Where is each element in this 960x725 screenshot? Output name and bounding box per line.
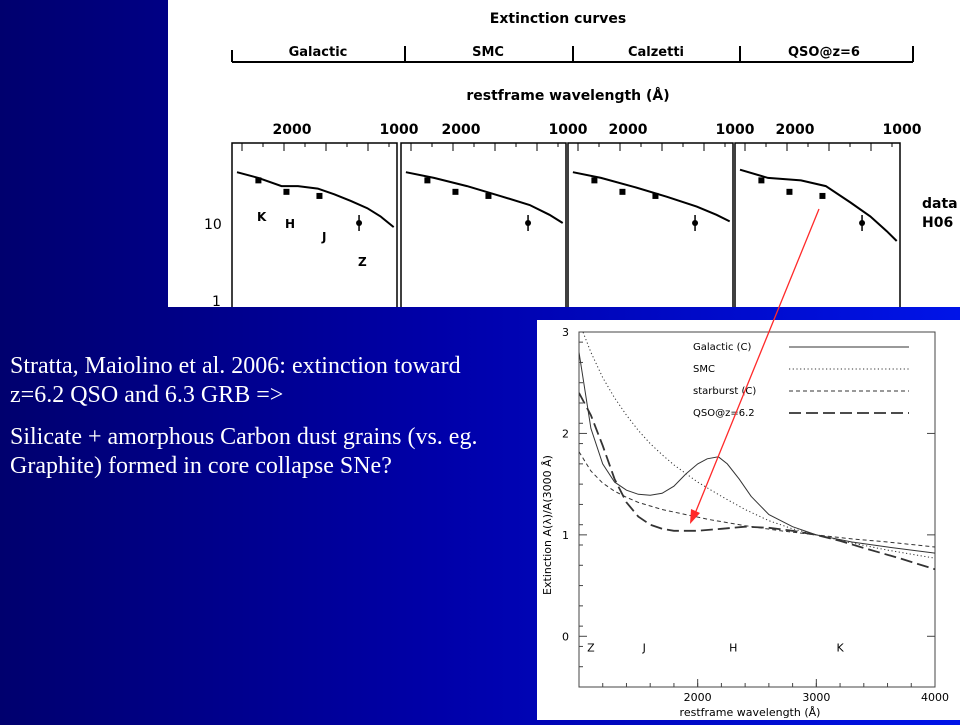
panel-label-calzetti: Calzetti <box>628 45 684 60</box>
top-data-point <box>525 220 532 226</box>
bottom-x-tick-label: 2000 <box>684 691 712 704</box>
top-panel-frame <box>231 142 398 312</box>
legend-entry-label: SMC <box>693 364 715 375</box>
top-y-tick-10: 10 <box>204 217 222 233</box>
top-model-curve <box>739 168 898 242</box>
top-data-point <box>424 177 431 184</box>
top-data-point <box>692 220 699 226</box>
top-data-point <box>283 188 290 195</box>
top-data-point <box>652 192 659 199</box>
top-panel-frame <box>400 142 567 312</box>
bottom-band-label: H <box>729 642 737 655</box>
bottom-band-label: K <box>836 642 844 655</box>
top-x-tick-label: 1000 <box>883 122 922 138</box>
top-data-point <box>819 192 826 199</box>
panel-label-qso: QSO@z=6 <box>788 45 860 60</box>
top-model-curve <box>405 171 564 224</box>
citation-paragraph: Stratta, Maiolino et al. 2006: extinctio… <box>10 353 461 408</box>
bottom-series-line <box>579 451 935 548</box>
top-x-tick-label: 2000 <box>776 122 815 138</box>
top-panel-frame <box>734 142 901 312</box>
top-panels-group: 2000 1000 2000 1000 2000 1000 2000 1000 <box>231 122 922 312</box>
top-x-tick-label: 2000 <box>442 122 481 138</box>
top-x-axis-label: restframe wavelength (Å) <box>466 87 669 104</box>
band-label-h: H <box>285 217 295 231</box>
bottom-series-line <box>579 392 935 571</box>
bottom-y-tick-label: 3 <box>562 326 569 339</box>
bottom-series-line <box>579 352 935 554</box>
top-x-tick-label: 1000 <box>380 122 419 138</box>
top-data-point <box>452 188 459 195</box>
slide-text: Stratta, Maiolino et al. 2006: extinctio… <box>10 352 515 494</box>
legend-entry-label: starburst (C) <box>693 386 756 397</box>
top-data-point <box>316 192 323 199</box>
band-label-j: J <box>321 230 326 244</box>
extinction-comparison-figure: 0 1 2 3 2000 3000 4000 Z J H K Galactic (C) SMC star… <box>537 320 960 720</box>
bottom-y-tick-label: 0 <box>562 630 569 643</box>
bottom-axes-group: 0 1 2 3 2000 3000 4000 Z J H K <box>562 326 949 704</box>
top-y-tick-1: 1 <box>212 294 221 307</box>
bottom-y-axis-label: Extinction A(λ)/A(3000 Å) <box>541 455 554 595</box>
bottom-band-label: J <box>642 642 646 655</box>
top-data-point <box>485 192 492 199</box>
legend-entry-label: QSO@z=6.2 <box>693 408 755 419</box>
top-x-tick-label: 1000 <box>549 122 588 138</box>
panel-label-galactic: Galactic <box>289 45 348 60</box>
top-x-tick-label: 2000 <box>609 122 648 138</box>
side-label-data: data <box>922 196 958 212</box>
bottom-series-line <box>582 332 935 559</box>
bottom-legend: Galactic (C) SMC starburst (C) QSO@z=6.2 <box>693 342 909 419</box>
bottom-y-tick-label: 1 <box>562 529 569 542</box>
top-panel-frame <box>567 142 734 312</box>
panel-label-smc: SMC <box>472 45 504 60</box>
bottom-y-tick-label: 2 <box>562 427 569 440</box>
bottom-series-group <box>579 332 935 571</box>
top-chart-title: Extinction curves <box>490 11 626 27</box>
band-label-k: K <box>257 210 267 224</box>
top-data-point <box>591 177 598 184</box>
interpretation-paragraph: Silicate + amorphous Carbon dust grains … <box>10 424 478 479</box>
top-data-point <box>356 220 363 226</box>
extinction-curves-svg: Extinction curves Galactic SMC Calzetti … <box>204 11 958 312</box>
legend-entry-label: Galactic (C) <box>693 342 752 353</box>
top-data-point <box>859 220 866 226</box>
bottom-band-label: Z <box>587 642 595 655</box>
top-data-point <box>786 188 793 195</box>
extinction-comparison-svg: 0 1 2 3 2000 3000 4000 Z J H K Galactic (C) SMC star… <box>541 326 949 719</box>
extinction-curves-figure: Extinction curves Galactic SMC Calzetti … <box>168 0 960 312</box>
band-label-z: Z <box>358 255 367 269</box>
bottom-x-tick-label: 4000 <box>921 691 949 704</box>
top-data-point <box>619 188 626 195</box>
top-model-curve <box>236 171 395 228</box>
top-data-point <box>255 177 262 184</box>
bottom-x-axis-label: restframe wavelength (Å) <box>680 706 821 719</box>
top-x-tick-label: 1000 <box>716 122 755 138</box>
top-data-point <box>758 177 765 184</box>
bottom-x-tick-label: 3000 <box>802 691 830 704</box>
top-x-tick-label: 2000 <box>273 122 312 138</box>
side-label-h06: H06 <box>922 215 953 231</box>
